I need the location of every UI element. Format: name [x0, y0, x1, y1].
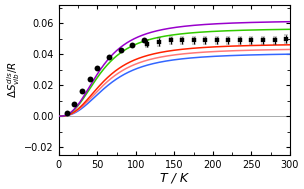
Point	[130, 43, 134, 46]
Y-axis label: $\Delta S_{vib}^{dis}/R$: $\Delta S_{vib}^{dis}/R$	[5, 61, 22, 98]
Point	[141, 39, 146, 42]
Point	[106, 56, 111, 59]
Point	[80, 90, 85, 93]
Point	[72, 102, 77, 105]
Point	[64, 112, 69, 115]
Point	[95, 67, 100, 70]
Point	[87, 78, 92, 81]
Point	[118, 48, 123, 51]
X-axis label: T / K: T / K	[161, 171, 188, 184]
